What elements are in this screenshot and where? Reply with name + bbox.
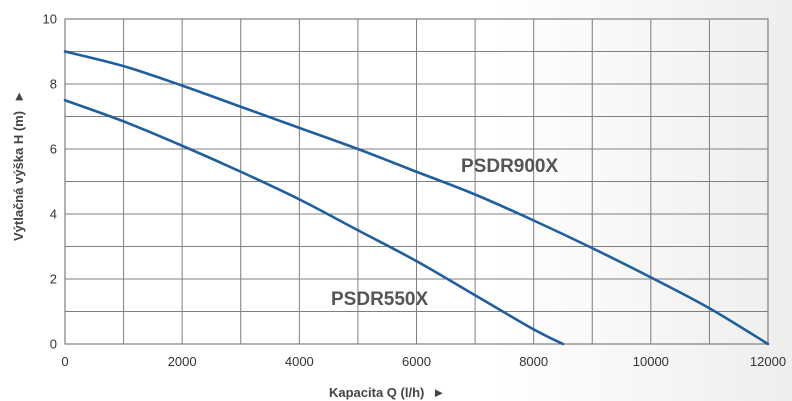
grid (65, 19, 768, 344)
y-tick-label: 10 (43, 12, 57, 27)
y-tick-labels: 0 2 4 6 8 10 (43, 12, 57, 352)
x-axis-title: Kapacita Q (l/h) ► (329, 385, 445, 400)
series-line-psdr900x (63, 50, 770, 346)
x-axis-title-text: Kapacita Q (l/h) (329, 385, 424, 400)
y-axis-title: Výtlačná výška H (m) ► (11, 90, 26, 241)
x-tick-label: 10000 (633, 354, 669, 369)
series-lines (63, 50, 770, 346)
x-tick-labels: 0 2000 4000 6000 8000 10000 12000 (61, 354, 786, 369)
x-tick-label: 2000 (168, 354, 197, 369)
y-axis-title-text: Výtlačná výška H (m) (11, 111, 26, 241)
series-label-psdr900x: PSDR900X (461, 156, 558, 177)
plot-frame (64, 18, 769, 345)
series-label-psdr550x: PSDR550X (331, 289, 428, 310)
y-tick-label: 2 (50, 272, 57, 287)
y-axis-arrow-icon: ► (11, 90, 26, 103)
y-tick-label: 8 (50, 77, 57, 92)
x-tick-label: 4000 (285, 354, 314, 369)
x-axis-arrow-icon: ► (432, 385, 445, 400)
x-tick-label: 12000 (750, 354, 786, 369)
axes (64, 18, 769, 345)
x-tick-label: 0 (61, 354, 68, 369)
series-line-psdr550x (63, 98, 565, 346)
x-tick-label: 8000 (519, 354, 548, 369)
y-tick-label: 6 (50, 142, 57, 157)
y-tick-label: 0 (50, 337, 57, 352)
y-tick-label: 4 (50, 207, 57, 222)
x-tick-label: 6000 (402, 354, 431, 369)
